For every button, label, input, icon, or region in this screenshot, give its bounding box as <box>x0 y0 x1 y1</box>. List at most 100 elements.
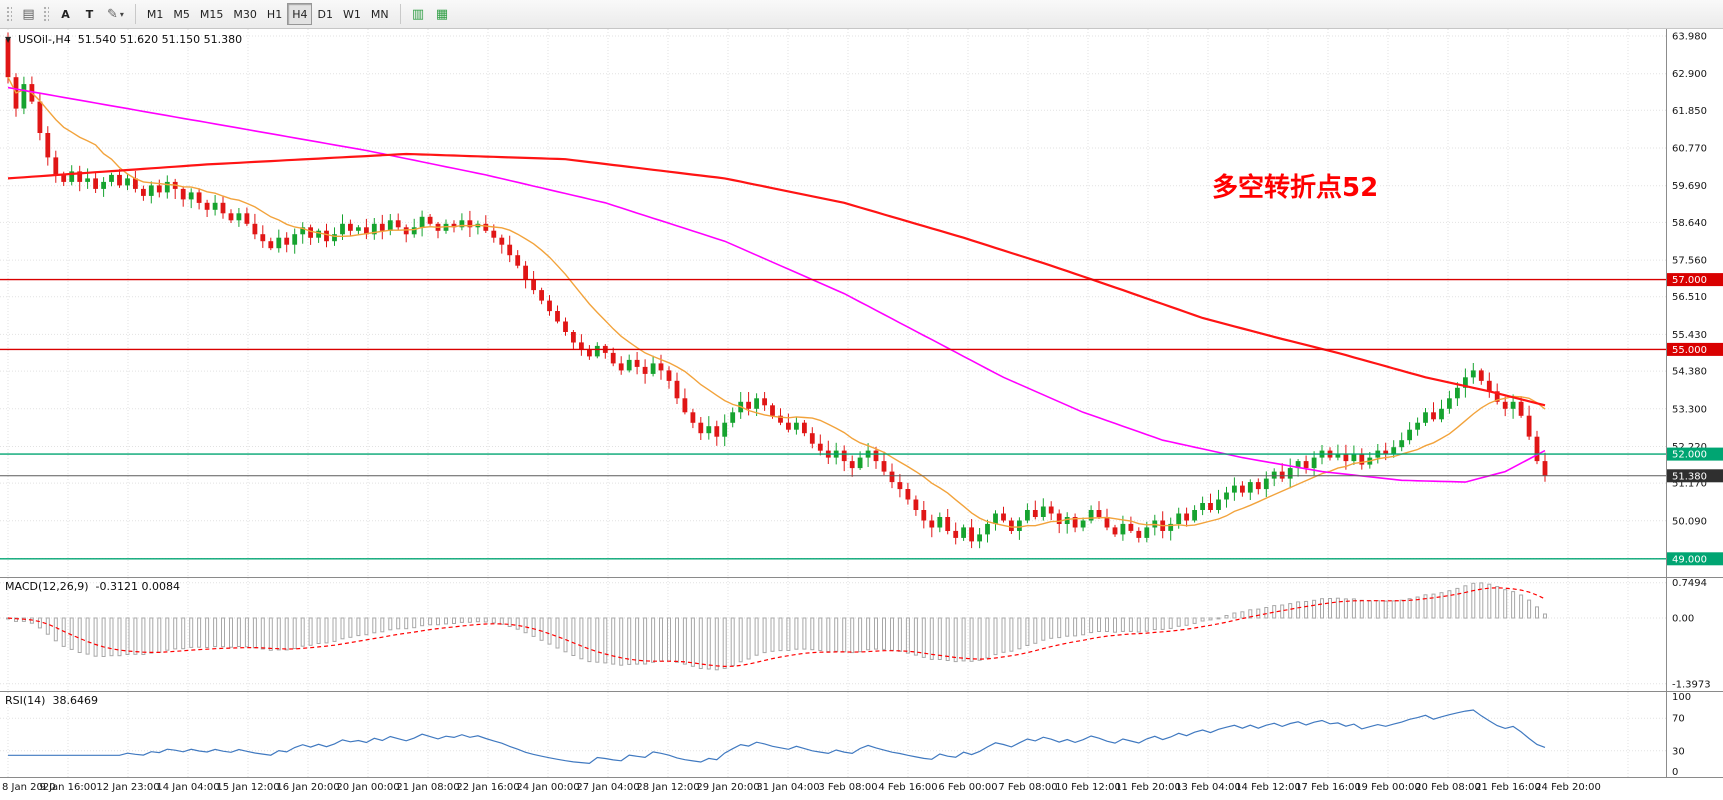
price-badge-label: 57.000 <box>1672 275 1707 286</box>
time-axis-label: 13 Feb 04:00 <box>1175 782 1241 793</box>
price-axis-label: 54.380 <box>1672 367 1707 378</box>
price-axis-label: 58.640 <box>1672 218 1707 229</box>
macd-values: -0.3121 0.0084 <box>95 580 180 593</box>
price-badge <box>1667 447 1723 461</box>
time-axis-label: 20 Jan 00:00 <box>336 782 400 793</box>
macd-label: MACD(12,26,9) -0.3121 0.0084 <box>5 580 180 593</box>
timeframe-button-d1[interactable]: D1 <box>312 3 337 25</box>
macd-axis-label: 0.00 <box>1672 614 1694 625</box>
macd-signal-line <box>7 587 1546 668</box>
rsi-axis-label: 30 <box>1672 746 1685 757</box>
timeframe-button-m1[interactable]: M1 <box>142 3 169 25</box>
price-badge-label: 55.000 <box>1672 345 1707 356</box>
macd-grid <box>0 578 1666 691</box>
timeframe-button-w1[interactable]: W1 <box>338 3 366 25</box>
price-badge-label: 52.000 <box>1672 450 1707 461</box>
timeframe-button-m15[interactable]: M15 <box>195 3 229 25</box>
bar-chart-icon: ▥ <box>411 6 425 22</box>
price-axis-label: 60.770 <box>1672 144 1707 155</box>
grid-icon-button[interactable]: ▦ <box>431 3 454 25</box>
time-axis-label: 10 Feb 12:00 <box>1055 782 1121 793</box>
rsi-grid <box>0 692 1666 777</box>
time-axis-label: 22 Jan 16:00 <box>456 782 520 793</box>
mid-ma-line <box>7 86 1546 483</box>
timeframe-group: M1 M5 M15 M30 H1 H4 D1 W1 MN <box>142 3 394 25</box>
macd-panel[interactable]: 0.7494 0.00 -1.3973 MACD(12,26,9) -0.3121 … <box>0 577 1723 691</box>
text-tool-button[interactable]: A <box>54 3 77 25</box>
main-chart-panel[interactable]: 63.980 62.900 61.850 60.770 59.690 58.640 57.5… <box>0 29 1723 577</box>
time-axis-label: 19 Feb 00:00 <box>1355 782 1421 793</box>
time-axis-label: 8 Jan 2020 <box>2 782 56 793</box>
chevron-down-icon: ▾ <box>119 9 124 19</box>
rsi-name: RSI(14) <box>5 694 46 707</box>
time-axis-label: 20 Feb 08:00 <box>1415 782 1481 793</box>
time-axis-label: 27 Jan 04:00 <box>576 782 640 793</box>
toolbar-grip-2[interactable] <box>43 6 49 22</box>
rsi-line <box>8 709 1546 765</box>
rsi-axis-label: 70 <box>1672 714 1685 725</box>
rsi-axis-label: 100 <box>1672 692 1691 703</box>
price-axis-label: 57.560 <box>1672 256 1707 267</box>
timeframe-button-m5[interactable]: M5 <box>168 3 195 25</box>
macd-axis-label: 0.7494 <box>1672 578 1707 589</box>
time-axis-label: 16 Jan 20:00 <box>276 782 340 793</box>
price-axis-label: 55.430 <box>1672 330 1707 341</box>
price-badge <box>1667 273 1723 287</box>
time-axis-label: 24 Jan 00:00 <box>516 782 580 793</box>
rsi-value: 38.6469 <box>52 694 98 707</box>
price-badge <box>1667 552 1723 566</box>
price-axis-label: 56.510 <box>1672 292 1707 303</box>
chart-window-glyph: ▤ <box>22 6 35 22</box>
time-axis-label: 6 Feb 00:00 <box>938 782 998 793</box>
price-axis-label: 62.900 <box>1672 69 1707 80</box>
time-axis-label: 24 Feb 20:00 <box>1535 782 1601 793</box>
price-axis-label: 52.220 <box>1672 442 1707 453</box>
chart-window-icon[interactable]: ▤ <box>17 3 40 25</box>
time-axis-label: 3 Feb 08:00 <box>818 782 878 793</box>
price-badge <box>1667 469 1723 483</box>
label-tool-button[interactable]: T <box>78 3 101 25</box>
price-axis-label: 50.090 <box>1672 516 1707 527</box>
macd-chart[interactable]: 0.7494 0.00 -1.3973 <box>0 578 1723 691</box>
time-axis-label: 17 Feb 16:00 <box>1295 782 1361 793</box>
rsi-chart[interactable]: 100 70 30 0 <box>0 692 1723 777</box>
rsi-label: RSI(14) 38.6469 <box>5 694 98 707</box>
toolbar-grip[interactable] <box>6 6 12 22</box>
main-toolbar: ▤ A T ✎ ▾ M1 M5 M15 M30 H1 H4 D1 W1 MN ▥ ▦ <box>0 0 1723 29</box>
time-axis-label: 9 Jan 16:00 <box>39 782 97 793</box>
price-badge <box>1667 342 1723 356</box>
price-axis[interactable]: 63.980 62.900 61.850 60.770 59.690 58.640 57.5… <box>1667 32 1723 566</box>
grid-layer <box>0 29 1666 577</box>
chart-annotation: 多空转折点52 <box>1212 173 1379 203</box>
bar-chart-icon-button[interactable]: ▥ <box>407 3 430 25</box>
time-axis-label: 14 Jan 04:00 <box>156 782 220 793</box>
price-axis-label: 51.170 <box>1672 479 1707 490</box>
time-axis-label: 12 Jan 23:00 <box>96 782 160 793</box>
price-axis-label: 53.300 <box>1672 404 1707 415</box>
timeframe-button-h4[interactable]: H4 <box>287 3 313 25</box>
price-badge-label: 51.380 <box>1672 471 1707 482</box>
time-axis-label: 31 Jan 04:00 <box>756 782 820 793</box>
price-axis-label: 59.690 <box>1672 181 1707 192</box>
time-axis-label: 21 Jan 08:00 <box>396 782 460 793</box>
chart-symbol-period: USOil-,H4 <box>18 33 71 46</box>
draw-tool-button[interactable]: ✎ ▾ <box>102 3 129 25</box>
rsi-panel[interactable]: 100 70 30 0 RSI(14) 38.6469 <box>0 691 1723 777</box>
price-chart[interactable]: 63.980 62.900 61.850 60.770 59.690 58.640 57.5… <box>0 29 1723 577</box>
draw-tool-icon: ✎ <box>107 6 118 22</box>
time-axis-label: 14 Feb 12:00 <box>1235 782 1301 793</box>
timeframe-button-mn[interactable]: MN <box>366 3 394 25</box>
time-axis[interactable]: 8 Jan 2020 9 Jan 16:00 12 Jan 23:00 14 Jan … <box>0 777 1723 800</box>
chart-ohlc-values: 51.540 51.620 51.150 51.380 <box>77 33 243 46</box>
timeframe-button-h1[interactable]: H1 <box>262 3 287 25</box>
chart-dropdown-icon[interactable]: ▼ <box>5 35 12 44</box>
time-axis-label: 28 Jan 12:00 <box>636 782 700 793</box>
price-badge-label: 49.000 <box>1672 554 1707 565</box>
timeframe-button-m30[interactable]: M30 <box>228 3 262 25</box>
fast-ma-line <box>7 76 1546 528</box>
time-axis-label: 11 Feb 20:00 <box>1115 782 1181 793</box>
time-axis-label: 29 Jan 20:00 <box>696 782 760 793</box>
price-axis-label: 61.850 <box>1672 106 1707 117</box>
time-axis-label: 7 Feb 08:00 <box>998 782 1058 793</box>
